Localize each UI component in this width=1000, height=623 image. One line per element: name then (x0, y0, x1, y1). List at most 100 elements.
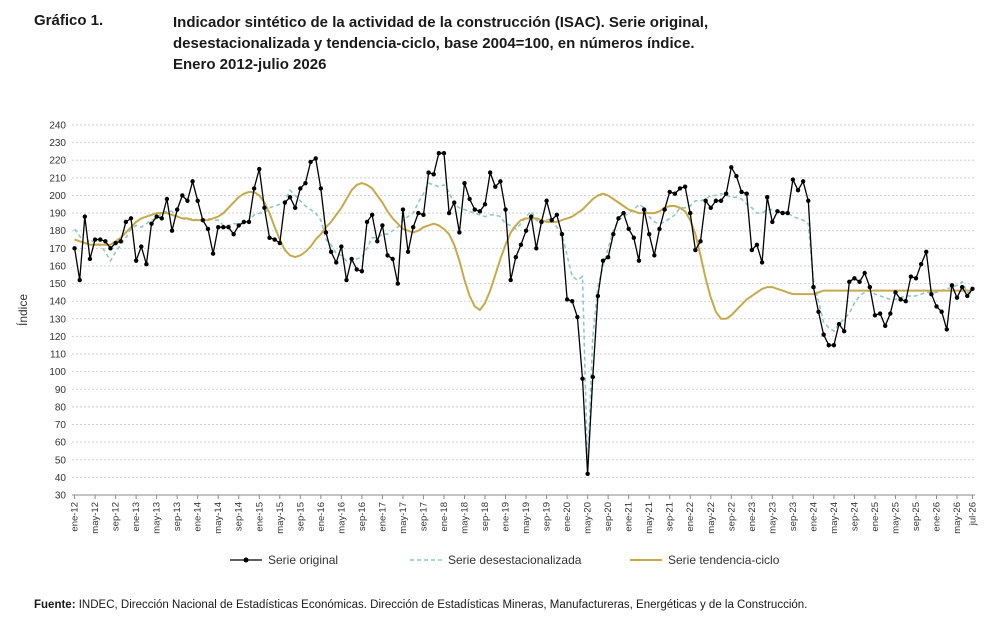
data-point-original (503, 207, 508, 212)
data-point-original (549, 217, 554, 223)
data-point-original (375, 239, 380, 244)
data-point-original (133, 258, 139, 263)
data-point-original (303, 180, 308, 186)
data-point-original (959, 284, 965, 290)
series-line-tendencia-ciclo (74, 182, 973, 320)
data-point-original (836, 321, 842, 327)
data-point-original (400, 207, 406, 212)
data-point-original (872, 313, 878, 318)
data-point-original (205, 226, 211, 232)
data-point-original (641, 207, 647, 212)
data-point-original (862, 270, 867, 276)
data-point-original (436, 150, 442, 156)
data-point-original (344, 277, 349, 283)
data-point-original (841, 328, 847, 334)
x-tick-label: may-24 (829, 502, 840, 534)
x-tick-label: ene-15 (254, 502, 265, 532)
data-point-original (888, 311, 893, 316)
x-tick-label: ene-21 (624, 502, 635, 532)
x-tick-label: sep-20 (603, 502, 614, 531)
data-point-original (667, 189, 672, 195)
data-point-original (944, 327, 949, 332)
data-point-original (575, 314, 580, 320)
data-point-original (893, 290, 898, 295)
data-point-original (662, 207, 667, 212)
data-point-original (298, 186, 303, 191)
figure-label: Gráfico 1. (34, 12, 104, 29)
data-point-original (693, 247, 698, 253)
title-line-1: Indicador sintético de la actividad de l… (173, 14, 709, 31)
x-tick-label: may-22 (706, 502, 717, 534)
data-point-original (190, 179, 195, 184)
x-tick-label: may-12 (90, 502, 101, 534)
data-point-original (831, 343, 837, 348)
x-tick-label: may-13 (152, 502, 163, 534)
data-point-original (98, 237, 103, 242)
data-point-original (775, 209, 780, 214)
data-point-original (82, 214, 88, 219)
x-tick-label: may-21 (644, 502, 655, 534)
y-axis-label: Índice (15, 294, 30, 326)
data-point-original (149, 221, 154, 226)
data-point-original (698, 239, 703, 244)
x-tick-label: may-23 (767, 502, 778, 534)
data-point-original (246, 219, 252, 225)
x-tick-label: may-26 (952, 502, 963, 534)
data-point-original (200, 217, 206, 223)
data-point-original (749, 247, 755, 253)
y-tick-label: 140 (49, 297, 66, 308)
data-point-original (441, 150, 447, 156)
y-tick-label: 130 (49, 314, 66, 325)
data-point-original (169, 228, 175, 233)
x-tick-label: ene-18 (439, 502, 450, 532)
data-point-original (195, 198, 200, 203)
x-tick-label: may-20 (583, 502, 594, 534)
x-tick-label: sep-21 (665, 502, 676, 531)
data-point-original (369, 212, 375, 218)
y-tick-label: 160 (49, 261, 66, 272)
x-tick-label: ene-13 (131, 502, 142, 532)
x-tick-label: sep-12 (111, 502, 122, 531)
series-line-original (73, 152, 973, 474)
data-point-original (108, 246, 113, 251)
y-tick-label: 230 (49, 138, 66, 149)
x-tick-label: sep-19 (542, 502, 553, 531)
x-tick-label: sep-15 (295, 502, 306, 531)
data-point-original (416, 210, 421, 216)
data-point-original (128, 216, 134, 221)
data-point-original (487, 170, 493, 175)
data-point-original (821, 332, 826, 337)
y-tick-label: 100 (49, 367, 66, 378)
data-point-original (328, 249, 334, 255)
y-tick-label: 40 (55, 473, 67, 484)
data-point-original (267, 235, 272, 240)
data-point-original (806, 198, 811, 203)
data-point-original (564, 297, 570, 302)
data-point-original (467, 196, 472, 202)
source-text: INDEC, Dirección Nacional de Estadística… (75, 599, 808, 611)
y-tick-label: 50 (55, 455, 67, 466)
data-point-original (559, 232, 565, 237)
data-point-original (611, 232, 616, 237)
x-tick-label: sep-25 (911, 502, 922, 531)
data-point-original (282, 200, 288, 205)
x-tick-label: sep-23 (788, 502, 799, 531)
x-tick-label: may-14 (213, 502, 224, 534)
x-tick-label: sep-24 (849, 502, 860, 531)
data-point-original (770, 219, 775, 225)
data-point-original (621, 210, 626, 216)
y-tick-label: 170 (49, 244, 66, 255)
data-point-original (713, 198, 719, 203)
data-point-original (359, 269, 365, 274)
data-point-original (236, 223, 241, 228)
data-point-original (257, 166, 262, 172)
data-point-original (287, 195, 293, 200)
y-tick-label: 80 (55, 402, 67, 413)
x-tick-label: sep-14 (234, 502, 245, 531)
data-point-original (534, 246, 539, 251)
data-point-original (313, 156, 318, 161)
y-tick-label: 70 (55, 420, 67, 431)
data-point-original (585, 471, 590, 477)
data-point-original (498, 179, 503, 184)
data-point-original (385, 253, 390, 258)
